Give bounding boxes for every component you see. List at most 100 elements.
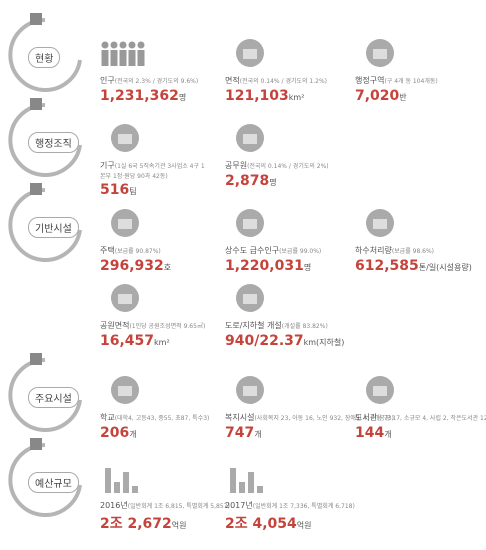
- value: 612,585: [355, 258, 419, 274]
- value: 516: [100, 182, 130, 198]
- item-value: 940/22.37km(지하철): [225, 333, 344, 349]
- label: 공무원: [225, 161, 248, 170]
- label: 학교: [100, 413, 115, 422]
- value: 16,457: [100, 333, 155, 349]
- icon-shape: [110, 41, 118, 49]
- label: 상수도 급수인구: [225, 246, 280, 255]
- item-label: 인구(전국의 2.3% / 경기도의 9.6%): [100, 75, 198, 86]
- item-value: 612,585톤/일(시설용량): [355, 258, 472, 274]
- unit: 명: [178, 93, 187, 102]
- value: 7,020: [355, 88, 400, 104]
- item-value: 2조 4,054억원: [225, 513, 312, 533]
- item-value: 7,020반: [355, 88, 407, 104]
- icon-shape: [30, 438, 42, 450]
- value: 1,220,031: [225, 258, 304, 274]
- unit: km²: [154, 338, 170, 347]
- label: 면적: [225, 76, 240, 85]
- unit: 개: [254, 430, 262, 439]
- label: 행정구역: [355, 76, 385, 85]
- icon-shape: [119, 41, 127, 49]
- note: (대학4, 고등43, 중55, 초87, 특수3): [114, 415, 210, 422]
- value: 2조 2,672: [100, 516, 172, 532]
- item-value: 121,103km²: [225, 88, 304, 104]
- icon-shape: [110, 50, 118, 66]
- note: (구 4개 동 104개동): [384, 78, 438, 85]
- value: 296,932: [100, 258, 164, 274]
- icon-shape: [243, 219, 257, 229]
- icon-shape: [257, 486, 263, 493]
- value: 1,231,362: [100, 88, 179, 104]
- icon-shape: [137, 50, 145, 66]
- item-label: 도로/지하철 개설(개설률 83.82%): [225, 320, 328, 331]
- item-value: 747개: [225, 425, 262, 441]
- icon-shape: [373, 219, 387, 229]
- icon-shape: [118, 294, 132, 304]
- item-value: 516팀: [100, 182, 137, 198]
- icon-shape: [8, 358, 82, 432]
- icon-shape: [8, 103, 82, 177]
- label: 2016년: [100, 501, 128, 510]
- item-value: 16,457km²: [100, 333, 170, 349]
- unit: 명: [303, 263, 312, 272]
- icon-shape: [118, 219, 132, 229]
- item-value: 206개: [100, 425, 137, 441]
- icon-shape: [248, 472, 254, 493]
- unit: 명: [269, 178, 277, 187]
- icon-shape: [30, 13, 42, 25]
- icon-shape: [123, 472, 129, 493]
- icon-shape: [243, 49, 257, 59]
- note: (1실 6국 5직속기관 3사업소 4구 1본부 1정·원당 90과 42동): [100, 163, 205, 180]
- section-title: 기반시설: [28, 217, 79, 238]
- item-label: 행정구역(구 4개 동 104개동): [355, 75, 438, 86]
- item-value: 1,231,362명: [100, 88, 186, 104]
- icon-shape: [101, 41, 109, 49]
- unit: km(지하철): [303, 338, 345, 347]
- icon-shape: [137, 41, 145, 49]
- item-label: 공원면적(1인당 공원조성면적 9.65㎡): [100, 320, 205, 331]
- item-value: 2조 2,672억원: [100, 513, 187, 533]
- item-label: 학교(대학4, 고등43, 중55, 초87, 특수3): [100, 412, 209, 423]
- unit: 개: [384, 430, 392, 439]
- section-title: 현황: [28, 47, 61, 68]
- section-title: 행정조직: [28, 132, 79, 153]
- icon-shape: [128, 41, 136, 49]
- icon-shape: [118, 134, 132, 144]
- note: (보급률 90.87%): [114, 248, 161, 255]
- item-label: 기구(1실 6국 5직속기관 3사업소 4구 1본부 1정·원당 90과 42동…: [100, 160, 210, 180]
- icon-shape: [243, 386, 257, 396]
- note: (전국의 0.14% / 경기도의 2%): [247, 163, 329, 170]
- label: 주택: [100, 246, 115, 255]
- label: 도서관: [355, 413, 378, 422]
- note: (1인당 공원조성면적 9.65㎡): [129, 323, 206, 330]
- value: 206: [100, 425, 130, 441]
- label: 하수처리량: [355, 246, 392, 255]
- icon-shape: [243, 294, 257, 304]
- label: 복지시설: [225, 413, 255, 422]
- note: (사회복지 23, 아동 16, 노인 932, 장애인 4, 이용 73): [254, 415, 394, 422]
- icon-shape: [8, 188, 82, 262]
- label: 인구: [100, 76, 115, 85]
- icon-shape: [373, 49, 387, 59]
- label: 도로/지하철 개설: [225, 321, 282, 330]
- note: (보급률 99.0%): [279, 248, 322, 255]
- item-value: 296,932호: [100, 258, 171, 274]
- note: (개설률 83.82%): [281, 323, 328, 330]
- note: (일반회계 1조 6,815, 특별회계 5,857): [127, 503, 230, 510]
- item-label: 하수처리량(보급률 98.6%): [355, 245, 434, 256]
- value: 121,103: [225, 88, 289, 104]
- section-title: 주요시설: [28, 387, 79, 408]
- unit: 개: [129, 430, 137, 439]
- icon-shape: [105, 468, 111, 493]
- item-label: 면적(전국의 0.14% / 경기도의 1.2%): [225, 75, 327, 86]
- icon-shape: [8, 443, 82, 517]
- item-value: 1,220,031명: [225, 258, 311, 274]
- note: (전국의 2.3% / 경기도의 9.6%): [114, 78, 199, 85]
- icon-shape: [30, 353, 42, 365]
- item-label: 공무원(전국의 0.14% / 경기도의 2%): [225, 160, 329, 171]
- icon-shape: [8, 18, 82, 92]
- value: 747: [225, 425, 255, 441]
- icon-shape: [114, 482, 120, 493]
- icon-shape: [373, 386, 387, 396]
